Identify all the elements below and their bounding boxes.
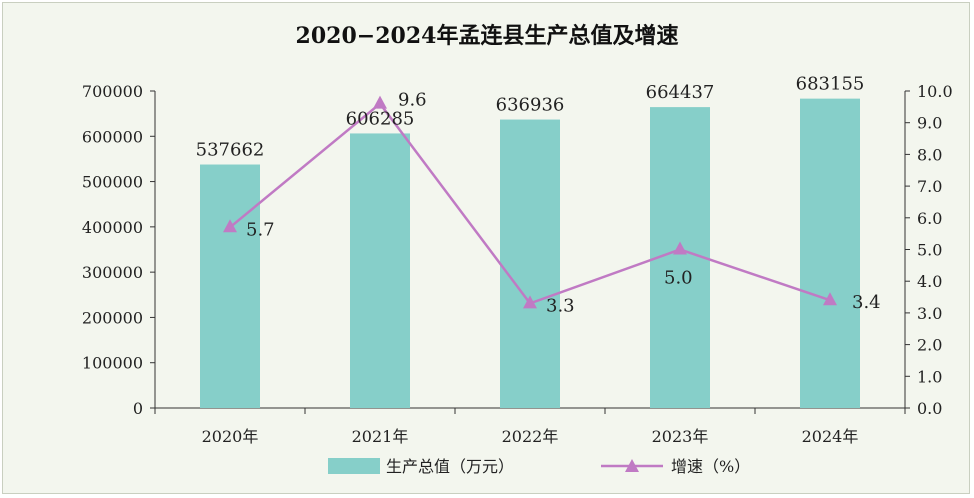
bar-2021年 [350,133,410,408]
legend-line-label: 增速（%） [671,457,750,476]
bar-value-label: 664437 [646,82,715,103]
chart-svg: 2020−2024年孟连县生产总值及增速 0 100000 200000 300000… [82,23,953,476]
bar-value-label: 636936 [496,95,565,116]
bar-2024年 [800,98,860,408]
y-right-tick-label: 4.0 [917,272,942,291]
y-right-tick-label: 8.0 [917,145,942,164]
bar-value-label: 606285 [346,108,415,129]
y-right-tick-label: 2.0 [917,336,942,355]
legend-bar-swatch [328,458,380,474]
bars-layer [200,98,860,409]
bar-2022年 [500,119,560,408]
y-right-tick-label: 9.0 [917,114,942,133]
legend: 生产总值（万元） 增速（%） [328,457,750,476]
y-right-tick-label: 5.0 [917,241,942,260]
x-tick-label: 2021年 [352,427,409,446]
x-tick-label: 2022年 [502,427,559,446]
chart-title: 2020−2024年孟连县生产总值及增速 [296,23,679,49]
y-left-tick-label: 500000 [82,173,143,192]
bar-2020年 [200,164,260,408]
growth-rate-label: 3.4 [852,292,881,313]
y-left-tick-label: 100000 [82,354,143,373]
bar-value-label: 537662 [196,140,265,161]
x-tick-label: 2020年 [202,427,259,446]
y-right-tick-label: 3.0 [917,304,942,323]
y-right-tick-label: 6.0 [917,209,942,228]
growth-rate-marker [373,95,387,109]
growth-rate-label: 9.6 [398,90,427,111]
y-right-tick-label: 10.0 [917,82,953,101]
y-left-tick-label: 200000 [82,308,143,327]
labels-layer: 537662 606285 636936 664437 683155 5.7 9.6 3.3 5… [196,74,881,317]
y-left-tick-label: 400000 [82,218,143,237]
growth-rate-marker [673,241,687,255]
y-left-tick-label: 600000 [82,127,143,146]
x-tick-label: 2024年 [802,427,859,446]
y-left-tick-label: 0 [133,399,143,418]
axes-layer: 0 100000 200000 300000 400000 500000 600000 700… [82,82,953,446]
y-right-tick-label: 0.0 [917,399,942,418]
growth-rate-marker [523,295,537,309]
growth-rate-marker [823,292,837,306]
y-right-tick-label: 1.0 [917,367,942,386]
y-right-tick-label: 7.0 [917,177,942,196]
legend-line-marker [625,459,639,472]
bar-value-label: 683155 [796,74,865,95]
legend-bar-label: 生产总值（万元） [386,457,514,476]
x-tick-label: 2023年 [652,427,709,446]
y-left-tick-label: 300000 [82,263,143,282]
growth-rate-marker [223,219,237,233]
line-layer [223,95,837,309]
y-left-tick-label: 700000 [82,82,143,101]
growth-rate-label: 3.3 [546,295,575,316]
growth-rate-label: 5.0 [664,268,693,289]
growth-rate-label: 5.7 [246,219,275,240]
